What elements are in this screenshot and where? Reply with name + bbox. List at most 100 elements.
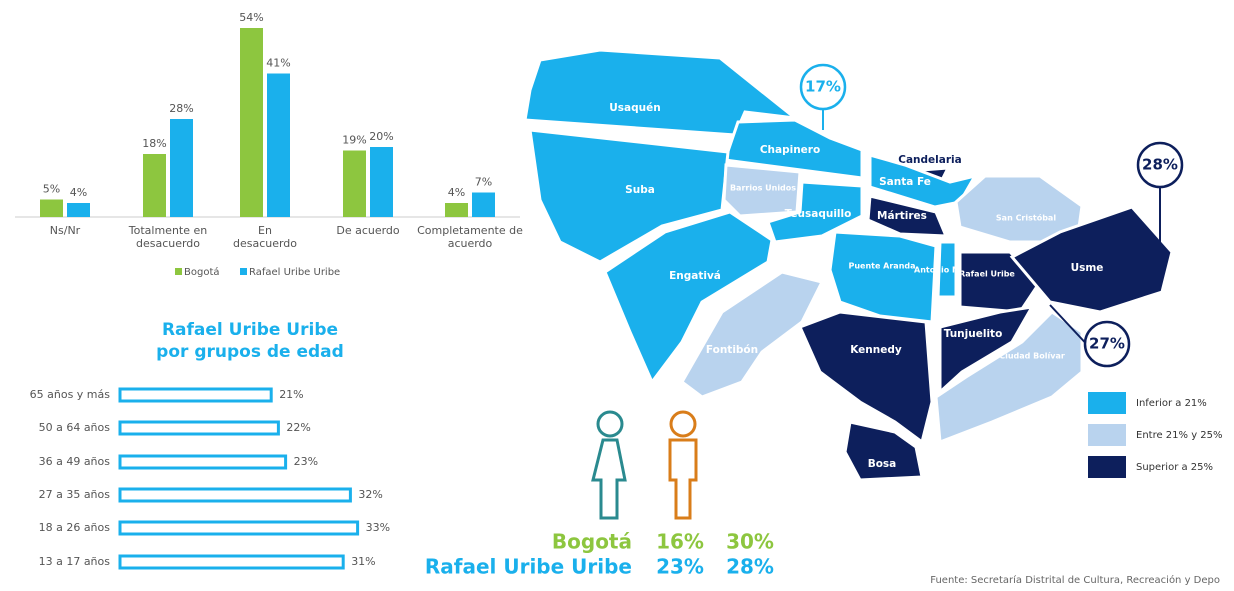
value-label: 33% xyxy=(366,521,390,534)
legend-swatch xyxy=(1088,456,1126,478)
value-label: 22% xyxy=(286,421,310,434)
value-label: 31% xyxy=(351,555,375,568)
locality xyxy=(766,180,864,244)
value-label: 4% xyxy=(70,186,87,199)
x-tick-label: En desacuerdo xyxy=(233,224,297,250)
gender-row-name: Rafael Uribe Uribe xyxy=(425,555,632,579)
gender-cell: 30% xyxy=(726,530,774,554)
source: Fuente: Secretaría Distrital de Cultura,… xyxy=(930,574,1220,586)
chart-title: Rafael Uribe Uribe xyxy=(162,320,338,340)
gender-row-name: Bogotá xyxy=(552,530,632,554)
legend-label: Entre 21% y 25% xyxy=(1136,430,1223,441)
value-label: 41% xyxy=(266,57,290,70)
locality xyxy=(722,163,802,218)
locality xyxy=(797,310,934,445)
bar xyxy=(343,150,366,217)
legend-label: Inferior a 21% xyxy=(1136,398,1207,409)
locality-label: Fontibón xyxy=(706,344,758,356)
locality xyxy=(936,240,958,299)
gender-cell: 23% xyxy=(656,555,704,579)
value-label: 21% xyxy=(279,388,303,401)
x-tick-label: Totalmente en desacuerdo xyxy=(128,224,207,250)
locality-label: Engativá xyxy=(669,270,721,282)
value-label: 5% xyxy=(43,183,60,196)
callout-label: 27% xyxy=(1089,335,1125,353)
locality-label: Teusaquillo xyxy=(785,208,852,220)
y-tick-label: 27 a 35 años xyxy=(39,488,111,501)
gender-icons xyxy=(591,410,698,520)
bar xyxy=(118,387,273,403)
locality xyxy=(934,310,1084,445)
value-label: 23% xyxy=(294,455,318,468)
chart-title: por grupos de edad xyxy=(156,342,344,362)
value-label: 28% xyxy=(169,102,193,115)
gender-cell: 28% xyxy=(726,555,774,579)
locality-label: Bosa xyxy=(868,458,897,470)
bar xyxy=(240,28,263,217)
x-tick-label: Ns/Nr xyxy=(50,224,81,237)
y-tick-label: 36 a 49 años xyxy=(39,455,111,468)
gender-cell: 16% xyxy=(656,530,704,554)
female-icon-body xyxy=(591,438,627,520)
locality-label: Puente Aranda xyxy=(848,262,915,271)
locality-label: Rafael Uribe xyxy=(959,270,1015,279)
callout-label: 17% xyxy=(805,78,841,96)
callout-circle xyxy=(1083,320,1131,368)
legend-label: Superior a 25% xyxy=(1136,462,1213,473)
x-tick-label: Completamente de acuerdo xyxy=(417,224,523,250)
locality-label: Santa Fe xyxy=(879,176,931,188)
locality xyxy=(828,230,938,324)
locality-label: Chapinero xyxy=(760,144,820,156)
bar xyxy=(118,454,288,470)
legend-swatch xyxy=(1088,392,1126,414)
locality-label: Usaquén xyxy=(609,102,660,114)
y-tick-label: 50 a 64 años xyxy=(39,421,111,434)
bar xyxy=(118,420,280,436)
locality xyxy=(843,420,924,482)
locality xyxy=(1009,205,1174,314)
locality-label: Ciudad Bolívar xyxy=(999,352,1065,361)
legend-swatch xyxy=(240,268,247,275)
locality-label: Tunjuelito xyxy=(944,328,1003,340)
bar xyxy=(67,203,90,217)
bar xyxy=(118,520,360,536)
callout-circle xyxy=(799,63,847,111)
locality xyxy=(528,128,730,264)
bar xyxy=(40,199,63,217)
locality-label: Usme xyxy=(1071,262,1104,274)
bar xyxy=(118,554,345,570)
value-label: 19% xyxy=(342,134,366,147)
locality-label: Barrios Unidos xyxy=(730,184,796,193)
bar xyxy=(370,147,393,217)
y-tick-label: 13 a 17 años xyxy=(39,555,111,568)
callout-label: 28% xyxy=(1142,156,1178,174)
x-tick-label: De acuerdo xyxy=(336,224,400,237)
locality-label: San Cristóbal xyxy=(996,213,1056,223)
bar xyxy=(143,154,166,217)
value-label: 20% xyxy=(369,130,393,143)
value-label: 32% xyxy=(358,488,382,501)
value-label: 7% xyxy=(475,176,492,189)
male-icon-head xyxy=(669,410,697,438)
locality xyxy=(866,194,949,238)
bar xyxy=(118,487,352,503)
locality xyxy=(680,270,825,399)
locality xyxy=(868,153,979,209)
female-icon-head xyxy=(596,410,624,438)
bar xyxy=(267,73,290,217)
bar xyxy=(445,203,468,217)
legend-swatch xyxy=(175,268,182,275)
legend-label: Rafael Uribe Uribe xyxy=(249,267,340,278)
callout-circle xyxy=(1136,141,1184,189)
locality-label: Antonio Nariño xyxy=(914,266,982,275)
legend-label: Bogotá xyxy=(184,266,220,278)
locality xyxy=(523,48,801,137)
locality xyxy=(938,305,1035,396)
value-label: 4% xyxy=(448,186,465,199)
bar xyxy=(472,192,495,217)
y-tick-label: 18 a 26 años xyxy=(39,521,111,534)
value-label: 18% xyxy=(142,137,166,150)
bar xyxy=(170,119,193,217)
locality-label: Candelaria xyxy=(898,154,961,166)
